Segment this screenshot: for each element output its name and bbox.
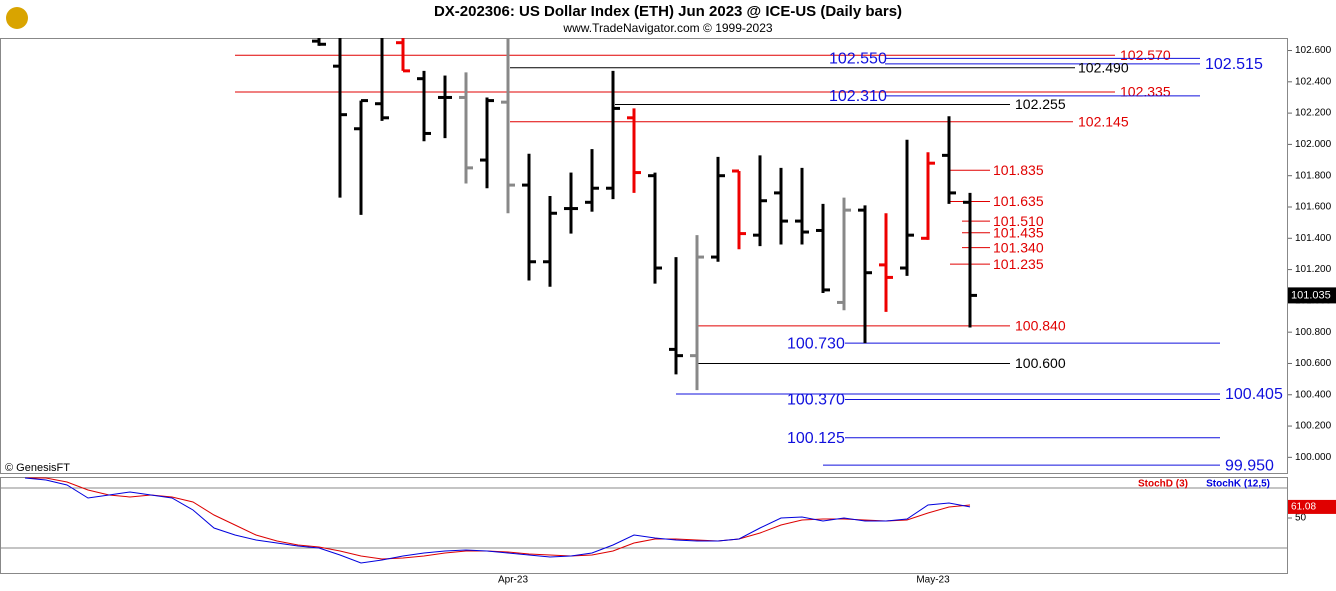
y-tick-label: 102.400 — [1295, 76, 1332, 87]
level-label: 102.335 — [1120, 84, 1171, 100]
level-label: 100.730 — [787, 335, 845, 352]
x-tick-label: May-23 — [916, 575, 950, 586]
y-tick-label: 50 — [1295, 513, 1307, 524]
last-value-box — [1288, 499, 1336, 514]
stoch-panel — [0, 477, 1288, 574]
level-label: 102.255 — [1015, 96, 1066, 112]
level-label: 101.635 — [993, 193, 1044, 209]
y-tick-label: 102.200 — [1295, 108, 1332, 119]
level-label: 100.405 — [1225, 386, 1283, 403]
y-tick-label: 101.800 — [1295, 170, 1332, 181]
level-label: 101.340 — [993, 239, 1044, 255]
level-label: 102.515 — [1205, 56, 1263, 73]
y-tick-label: 100.400 — [1295, 389, 1332, 400]
y-tick-label: 100.000 — [1295, 452, 1332, 463]
level-label: 101.835 — [993, 162, 1044, 178]
legend-entry: StochD (3) — [1138, 479, 1188, 490]
level-label: 100.840 — [1015, 318, 1066, 334]
level-label: 100.600 — [1015, 355, 1066, 371]
last-price-box — [1288, 287, 1336, 304]
y-tick-label: 100.600 — [1295, 358, 1332, 369]
legend-entry: StochK (12,5) — [1206, 479, 1270, 490]
y-tick-label: 100.800 — [1295, 327, 1332, 338]
y-tick-label: 102.000 — [1295, 139, 1332, 150]
copyright: © GenesisFT — [5, 462, 70, 474]
last-price-label: 101.035 — [1291, 289, 1331, 301]
level-label: 101.435 — [993, 225, 1044, 241]
y-tick-label: 101.400 — [1295, 233, 1332, 244]
chart-title: DX-202306: US Dollar Index (ETH) Jun 202… — [434, 3, 902, 20]
x-tick-label: Apr-23 — [498, 575, 528, 586]
level-label: 102.145 — [1078, 113, 1129, 129]
y-tick-label: 101.200 — [1295, 264, 1332, 275]
level-label: 102.550 — [829, 51, 887, 68]
level-label: 99.950 — [1225, 457, 1274, 474]
level-label: 100.370 — [787, 392, 845, 409]
level-label: 102.310 — [829, 88, 887, 105]
level-label: 102.490 — [1078, 59, 1129, 75]
y-tick-label: 100.200 — [1295, 421, 1332, 432]
stoch-line — [24, 477, 971, 564]
last-value-label: 61.08 — [1291, 502, 1316, 513]
level-label: 102.570 — [1120, 47, 1171, 63]
logo — [6, 7, 28, 29]
level-label: 101.235 — [993, 256, 1044, 272]
y-tick-label: 102.600 — [1295, 45, 1332, 56]
level-label: 101.510 — [993, 213, 1044, 229]
chart-subtitle: www.TradeNavigator.com © 1999-2023 — [562, 21, 772, 35]
y-tick-label: 101.600 — [1295, 202, 1332, 213]
price-panel — [0, 38, 1288, 474]
level-label: 100.125 — [787, 430, 845, 447]
